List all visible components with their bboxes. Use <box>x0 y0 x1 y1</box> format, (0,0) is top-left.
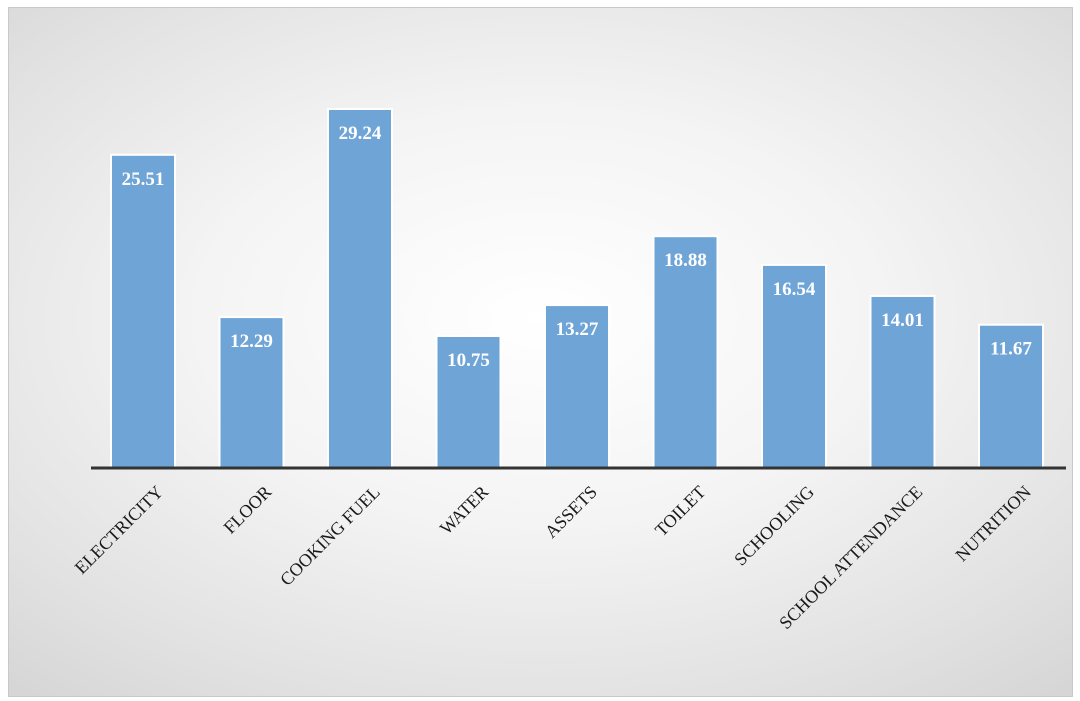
bar-school-attendance <box>869 294 936 470</box>
data-label: 25.51 <box>122 169 165 190</box>
bar-chart: 25.51 12.29 29.24 10.75 13.27 18.88 16.54 14.01… <box>71 108 1066 633</box>
data-label: 18.88 <box>664 250 707 271</box>
bars-layer: 25.51 12.29 29.24 10.75 13.27 18.88 16.54 14.01… <box>110 108 1044 470</box>
bar-assets <box>544 304 610 469</box>
bar-cooking-fuel <box>327 108 393 469</box>
data-label: 12.29 <box>230 331 273 352</box>
category-label: WATER <box>436 482 493 539</box>
chart-frame: 25.51 12.29 29.24 10.75 13.27 18.88 16.54 14.01… <box>8 7 1073 697</box>
category-label: FLOOR <box>220 482 276 538</box>
bar-toilet <box>652 235 719 469</box>
category-label: ELECTRICITY <box>71 482 167 578</box>
category-label: TOILET <box>651 482 709 540</box>
data-label: 13.27 <box>556 319 599 340</box>
data-label: 14.01 <box>881 310 924 331</box>
data-label: 16.54 <box>773 279 816 300</box>
bar-electricity <box>110 153 176 469</box>
bar-water <box>435 335 502 469</box>
category-label: COOKING FUEL <box>276 482 384 590</box>
category-label: SCHOOLING <box>730 482 818 570</box>
data-label: 29.24 <box>339 123 382 144</box>
category-label: NUTRITION <box>951 482 1034 565</box>
category-label: ASSETS <box>541 482 601 542</box>
bar-floor <box>218 316 285 470</box>
data-label: 10.75 <box>447 350 490 371</box>
category-labels: ELECTRICITY FLOOR COOKING FUEL WATER ASSETS T… <box>71 482 1035 633</box>
data-label: 11.67 <box>990 339 1032 360</box>
